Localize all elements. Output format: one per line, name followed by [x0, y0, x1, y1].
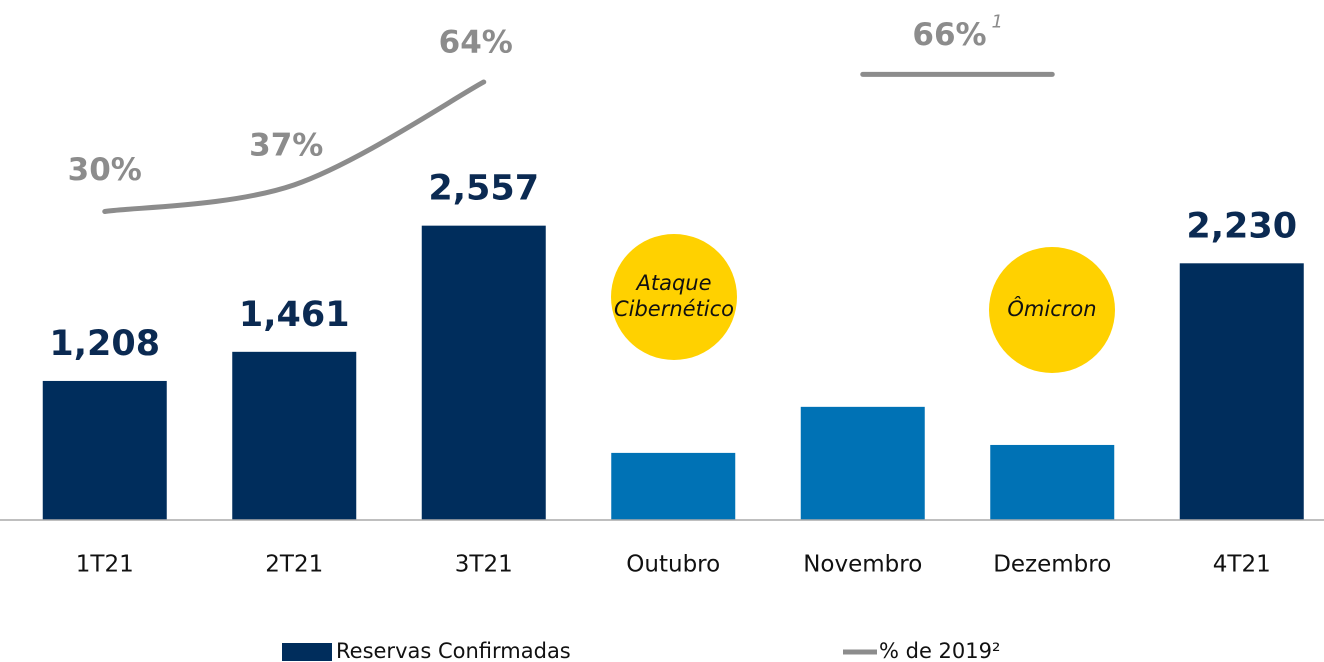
- legend-label: Reservas Confirmadas: [336, 639, 571, 662]
- x-tick-label: 1T21: [76, 552, 134, 578]
- bar: [232, 351, 357, 520]
- bar: [42, 380, 167, 520]
- annotation-text: Ômicron: [1007, 296, 1096, 321]
- x-tick-label: 3T21: [455, 552, 513, 578]
- annotation-text: Cibernético: [614, 297, 734, 321]
- x-tick-label: Outubro: [626, 552, 720, 578]
- line-label: 66%: [912, 17, 986, 53]
- annotation-text: Ataque: [634, 271, 711, 295]
- line-label: 30%: [68, 152, 142, 188]
- data-label: 2,557: [428, 169, 539, 209]
- x-tick-label: 2T21: [265, 552, 323, 578]
- x-tick-label: Novembro: [803, 552, 922, 578]
- annotation-circle: [611, 234, 737, 360]
- bar: [990, 444, 1115, 520]
- bar: [611, 452, 736, 520]
- legend-label: % de 2019²: [879, 639, 1000, 662]
- x-tick-label: 4T21: [1213, 552, 1271, 578]
- line-label: 64%: [439, 24, 513, 60]
- bar: [800, 406, 925, 520]
- data-label: 2,230: [1186, 206, 1297, 246]
- line-label-note: 1: [992, 11, 1003, 32]
- bar: [1179, 263, 1304, 520]
- line-label: 37%: [249, 127, 323, 163]
- data-label: 1,461: [239, 295, 350, 335]
- annotation-circle: [989, 247, 1115, 373]
- legend-swatch: [282, 643, 332, 661]
- data-label: 1,208: [49, 324, 160, 364]
- x-tick-label: Dezembro: [993, 552, 1111, 578]
- line: [102, 79, 487, 214]
- bar: [421, 225, 546, 520]
